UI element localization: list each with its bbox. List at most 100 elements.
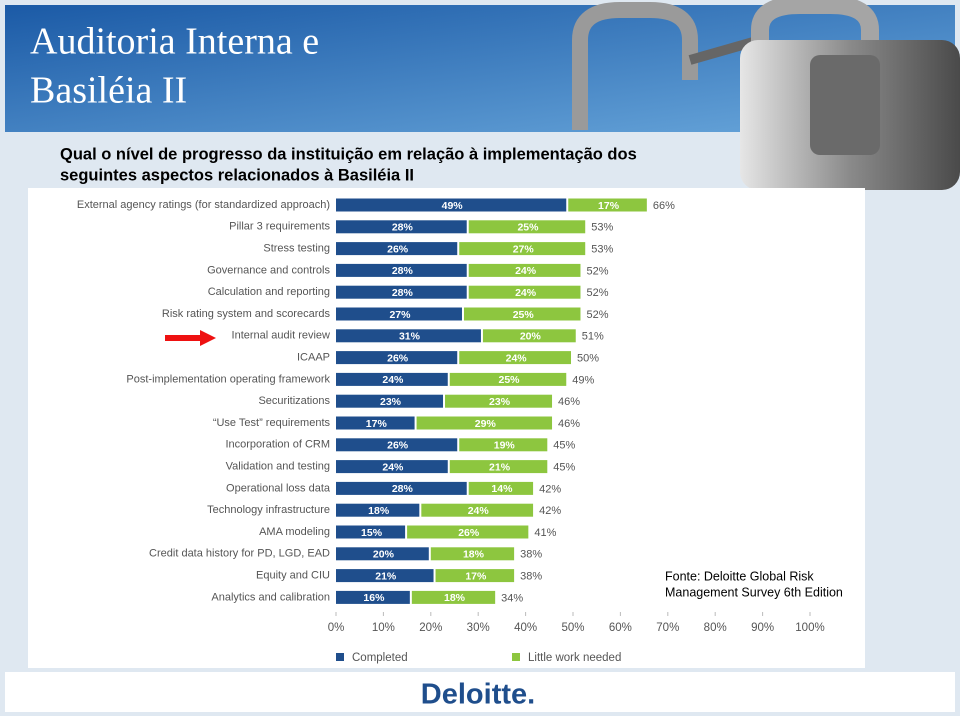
bar-segment [336,460,448,474]
x-tick-label: 40% [514,622,537,634]
total-label: 38% [520,549,542,561]
bar-segment [336,394,444,408]
bar-segment [336,307,462,321]
category-label: Risk rating system and scorecards [162,308,331,320]
category-label: “Use Test” requirements [213,417,331,429]
highlight-arrow-head [200,330,216,346]
legend-label: Little work needed [528,652,621,664]
bar-segment [336,329,481,343]
value-label: 20% [373,549,395,561]
value-label: 26% [458,527,480,539]
value-label: 28% [392,265,414,277]
bar-segment [336,263,467,277]
value-label: 28% [392,222,414,234]
legend-swatch [512,653,520,661]
value-label: 49% [442,200,464,212]
bar-segment [459,242,586,256]
bar-segment [459,351,571,365]
total-label: 45% [553,462,575,474]
value-label: 27% [513,243,535,255]
bar-segment [336,285,467,299]
value-label: 17% [465,570,487,582]
x-tick-label: 100% [795,622,824,634]
bar-segment [336,220,467,234]
bar-segment [468,481,534,495]
value-label: 21% [375,570,397,582]
slide-title: Basiléia II [30,70,187,112]
total-label: 41% [534,527,556,539]
value-label: 24% [515,265,537,277]
footer [5,672,955,712]
source-note: Fonte: Deloitte Global Risk [665,569,814,583]
bar-segment [336,481,467,495]
bar-segment [468,263,581,277]
value-label: 24% [382,461,404,473]
bar-segment [449,372,567,386]
bar-segment [336,569,434,583]
value-label: 25% [513,309,535,321]
total-label: 46% [558,396,580,408]
slide-title: Auditoria Interna e [30,21,319,63]
category-label: Analytics and calibration [211,591,330,603]
bar-segment [407,525,529,539]
category-label: Stress testing [263,243,330,255]
bar-segment [459,438,548,452]
category-label: Internal audit review [232,330,330,342]
bar-segment [336,525,406,539]
value-label: 18% [368,505,390,517]
value-label: 24% [382,374,404,386]
total-label: 45% [553,440,575,452]
bar-segment [336,547,429,561]
bar-segment [482,329,576,343]
value-label: 17% [598,200,620,212]
total-label: 53% [591,244,613,256]
category-label: Post-implementation operating framework [126,373,330,385]
bar-segment [336,590,410,604]
value-label: 23% [489,396,511,408]
bar-segment [463,307,581,321]
category-label: ICAAP [297,352,330,364]
total-label: 34% [501,592,523,604]
category-label: Governance and controls [207,264,330,276]
question: seguintes aspectos relacionados à Basilé… [60,166,414,184]
category-label: Securitizations [258,395,330,407]
category-label: Calculation and reporting [208,286,330,298]
total-label: 42% [539,505,561,517]
bar-segment [336,351,458,365]
value-label: 14% [491,483,513,495]
value-label: 25% [517,222,539,234]
value-label: 25% [499,374,521,386]
legend-swatch [336,653,344,661]
value-label: 24% [506,352,528,364]
bar-segment [336,416,415,430]
value-label: 21% [489,461,511,473]
value-label: 26% [387,352,409,364]
value-label: 18% [444,592,466,604]
value-label: 29% [475,418,497,430]
category-label: External agency ratings (for standardize… [77,199,330,211]
value-label: 18% [463,549,485,561]
bar-segment [568,198,647,212]
category-label: AMA modeling [259,526,330,538]
bar-segment [468,285,581,299]
value-label: 20% [520,331,542,343]
x-tick-label: 30% [467,622,490,634]
bar-segment [411,590,496,604]
value-label: 28% [392,287,414,299]
category-label: Credit data history for PD, LGD, EAD [149,548,330,560]
value-label: 24% [515,287,537,299]
bar-segment [435,569,515,583]
bar-segment [416,416,553,430]
value-label: 23% [380,396,402,408]
legend-label: Completed [352,652,408,664]
bar-segment [336,503,420,517]
total-label: 52% [586,265,608,277]
total-label: 38% [520,571,542,583]
total-label: 53% [591,222,613,234]
question: Qual o nível de progresso da instituição… [60,145,637,163]
x-tick-label: 20% [419,622,442,634]
source-note: Management Survey 6th Edition [665,585,843,599]
value-label: 28% [392,483,414,495]
x-tick-label: 80% [704,622,727,634]
value-label: 31% [399,331,421,343]
